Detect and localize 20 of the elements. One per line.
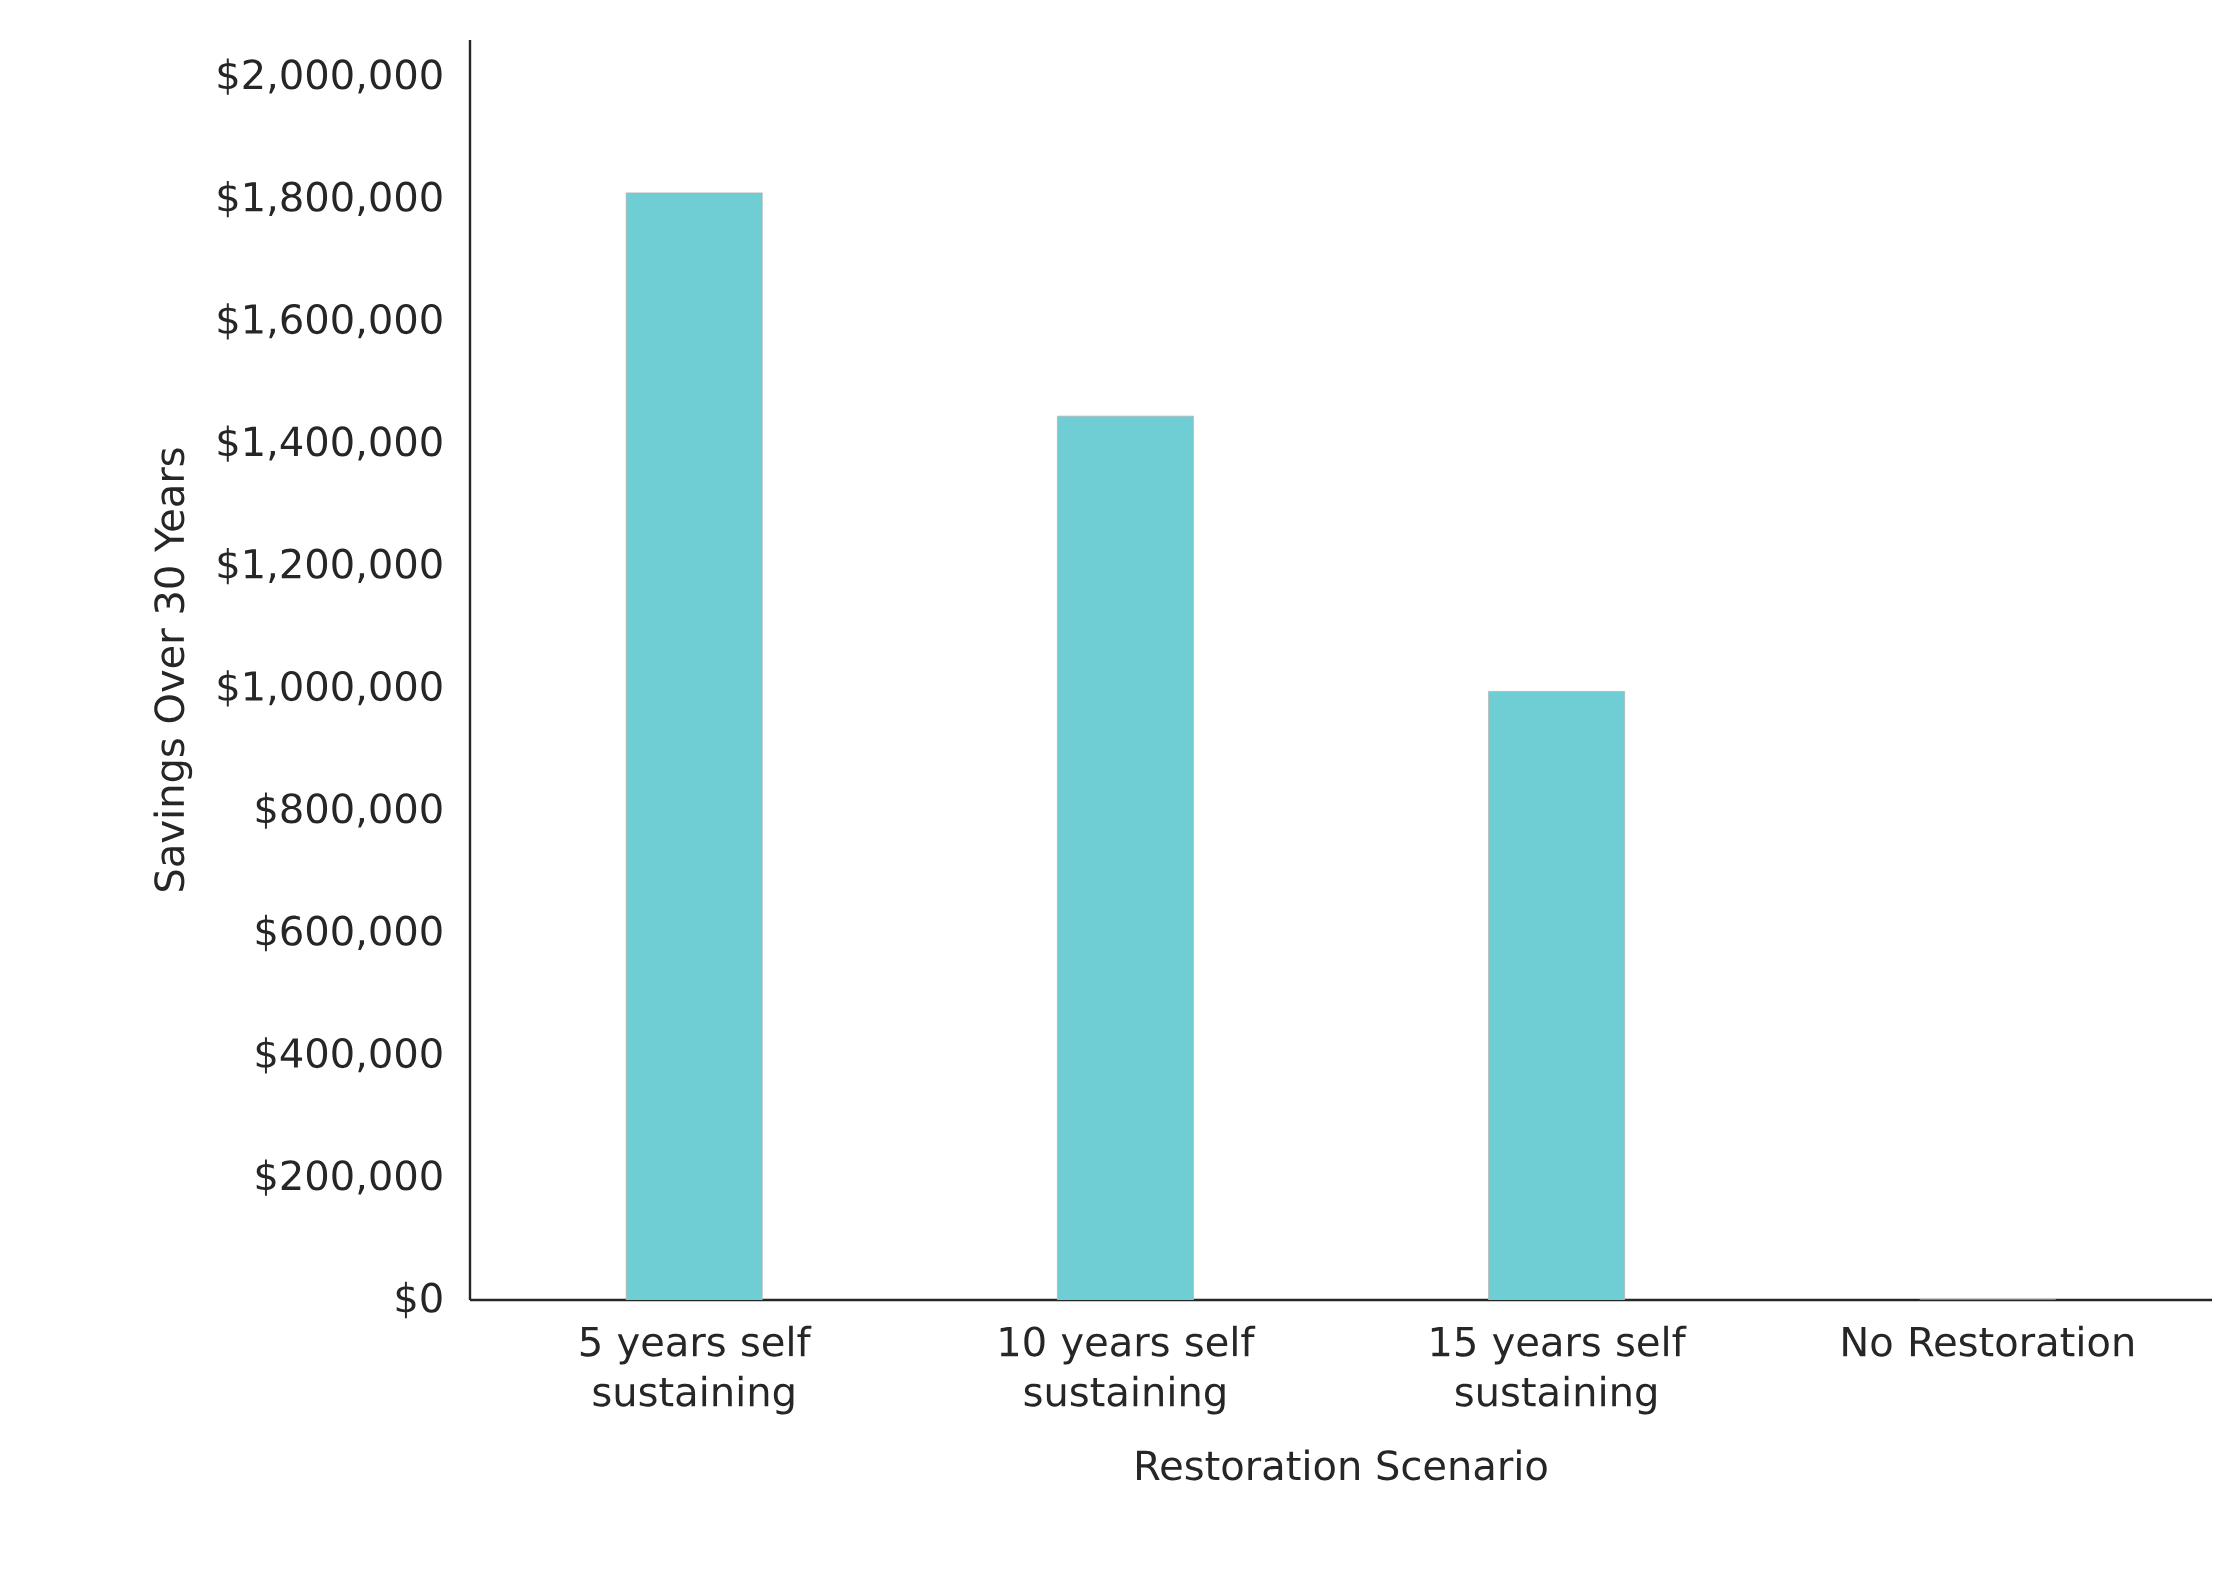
y-tick-label: $0: [396, 1281, 442, 1319]
y-tick-label: $1,000,000: [218, 670, 442, 707]
y-tick-label: $600,000: [256, 914, 442, 952]
y-tick-label: $1,600,000: [218, 303, 442, 340]
y-tick-label: $200,000: [256, 1159, 442, 1196]
bar: [1057, 415, 1194, 1301]
y-tick-label: $2,000,000: [218, 58, 442, 95]
x-tick-label: 15 years self sustaining: [1431, 1325, 1687, 1415]
x-tick-label: No Restoration: [1843, 1325, 2133, 1357]
y-tick-label: $1,400,000: [218, 425, 442, 462]
x-tick-label: 5 years self sustaining: [580, 1325, 812, 1415]
x-axis-title: Restoration Scenario: [1137, 1449, 1547, 1481]
x-tick-label: 10 years self sustaining: [1000, 1325, 1256, 1415]
y-tick-label: $800,000: [256, 792, 442, 829]
y-axis-title: Savings Over 30 Years: [153, 448, 193, 891]
y-tick-label: $1,200,000: [218, 547, 442, 585]
y-tick-label: $1,800,000: [218, 180, 442, 218]
y-tick-label: $400,000: [256, 1037, 442, 1074]
bar: [1488, 691, 1625, 1301]
bar: [625, 192, 763, 1301]
